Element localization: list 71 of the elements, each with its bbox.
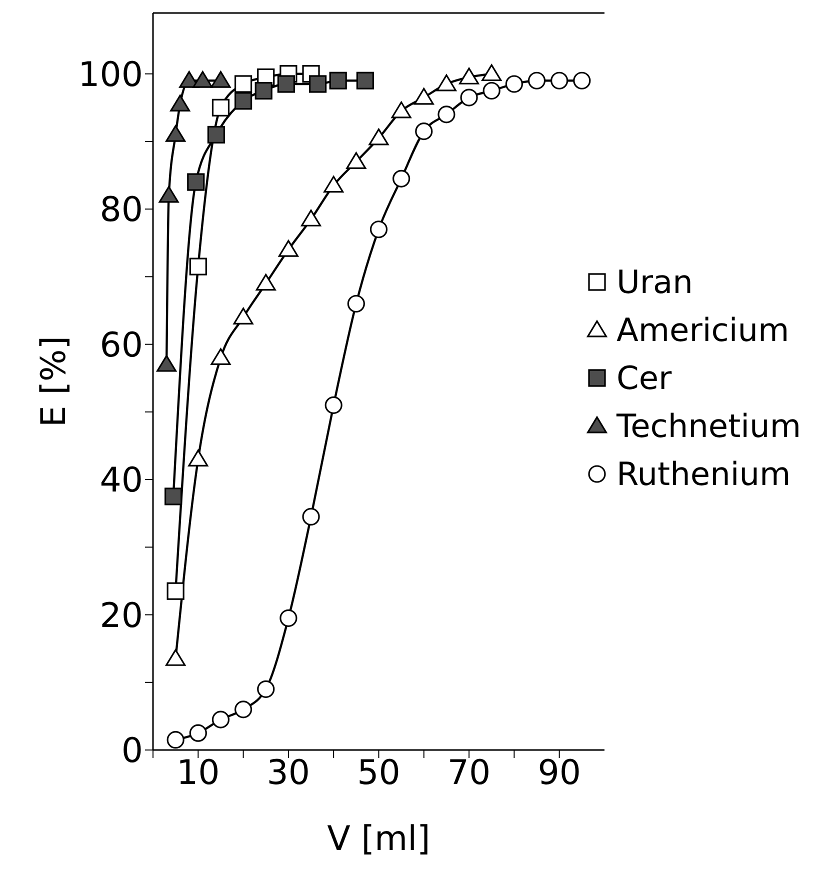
point [212,710,230,728]
point [254,82,272,100]
point [302,508,320,526]
point [280,609,298,627]
point [438,106,456,124]
point [166,125,186,142]
point [234,75,252,93]
legend-label: Americium [616,310,790,351]
point [170,94,190,112]
point [210,71,231,88]
point [234,92,252,110]
point [436,74,456,92]
point [189,258,207,276]
point [415,122,433,140]
x-tick-label: 10 [176,753,220,794]
legend-label: Ruthenium [616,454,791,495]
point [156,354,177,372]
y-tick-label: 60 [100,325,143,366]
point [482,64,502,82]
x-tick-label: 30 [266,753,310,794]
point [482,82,500,100]
point [234,700,252,718]
point [414,88,434,105]
x-tick-label: 70 [447,753,491,794]
point [324,396,342,414]
y-tick-label: 100 [78,54,143,95]
point [308,75,327,93]
point [212,98,230,116]
y-tick-label: 0 [121,731,143,772]
legend-label: Uran [616,262,693,303]
point [257,680,275,698]
point [528,72,546,90]
point [256,274,276,291]
x-tick-label: 90 [538,753,581,794]
point [207,126,226,144]
x-tick-label: 50 [357,753,400,794]
y-axis-title: E [%] [34,336,74,428]
point [188,450,208,466]
point [347,294,365,313]
point [460,88,478,106]
legend-label: Cer [616,358,672,399]
point [166,582,184,600]
point [189,724,207,742]
point [505,75,523,93]
point [346,152,366,169]
y-tick-label: 20 [100,596,143,636]
point [459,68,480,84]
point [301,210,322,226]
y-tick-label: 80 [100,190,143,230]
point [164,488,182,506]
point [192,71,213,88]
legend-label: Technetium [616,406,801,447]
point [233,308,254,324]
point [356,72,374,90]
point [324,176,344,193]
point [166,731,184,749]
point [573,72,591,90]
point [550,72,568,90]
point [187,173,205,191]
point [392,170,410,188]
point [329,72,347,90]
point [277,75,295,93]
point [158,186,179,203]
point [368,128,389,146]
point [210,348,231,366]
point [166,649,186,666]
point [391,101,412,118]
point [370,220,388,238]
x-axis-title: V [ml] [327,819,430,859]
point [278,240,298,257]
y-tick-label: 40 [100,460,143,501]
